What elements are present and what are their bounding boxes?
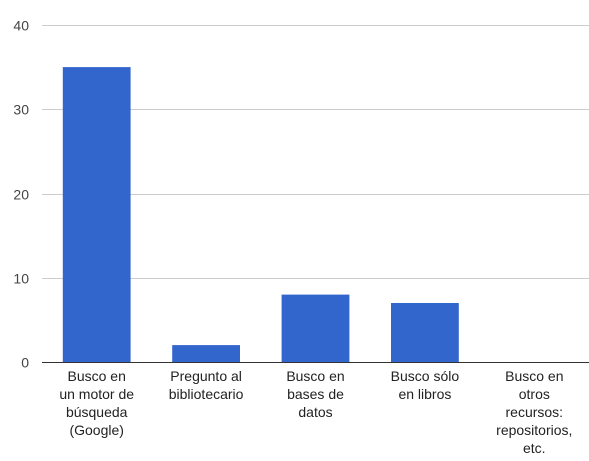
x-tick-label-line: Pregunto al — [170, 368, 242, 384]
x-tick-label: Pregunto al bibliotecario — [169, 368, 244, 402]
x-tick-label: Busco en bases de datos — [286, 368, 344, 420]
labels: 0 10 20 30 40 Busco en un motor de búsqueda (Goo… — [13, 18, 572, 457]
y-tick-label: 40 — [13, 18, 29, 34]
y-tick-label: 10 — [13, 271, 29, 287]
x-tick-label-line: bases de — [287, 386, 344, 402]
x-tick-label-line: (Google) — [69, 422, 123, 438]
x-tick-label-line: Busco sólo — [391, 368, 460, 384]
x-tick-label: Busco sólo en libros — [391, 368, 460, 402]
x-tick-label-line: otros — [519, 386, 550, 402]
x-tick-label-line: bibliotecario — [169, 386, 244, 402]
x-tick-label-line: Busco en — [505, 368, 563, 384]
x-tick-label-line: recursos: — [506, 404, 564, 420]
bars — [62, 67, 459, 362]
x-tick-label-line: Busco en — [286, 368, 344, 384]
x-tick-label-line: Busco en — [68, 368, 126, 384]
bar — [391, 303, 459, 362]
x-tick-label-line: repositorios, — [496, 422, 572, 438]
x-tick-label-line: etc. — [523, 440, 546, 456]
gridlines — [42, 25, 589, 279]
x-tick-label-line: un motor de — [59, 386, 134, 402]
y-tick-label: 0 — [21, 355, 29, 371]
y-tick-label: 30 — [13, 102, 29, 118]
bar — [172, 345, 240, 362]
x-tick-label-line: datos — [298, 404, 332, 420]
x-tick-label: Busco en un motor de búsqueda (Google) — [59, 368, 134, 438]
bar — [62, 67, 131, 362]
x-tick-label-line: en libros — [398, 386, 451, 402]
x-tick-label-line: búsqueda — [66, 404, 128, 420]
y-tick-label: 20 — [13, 187, 29, 203]
bar — [281, 294, 350, 362]
x-tick-label: Busco en otros recursos: repositorios, etc. — [496, 368, 572, 456]
